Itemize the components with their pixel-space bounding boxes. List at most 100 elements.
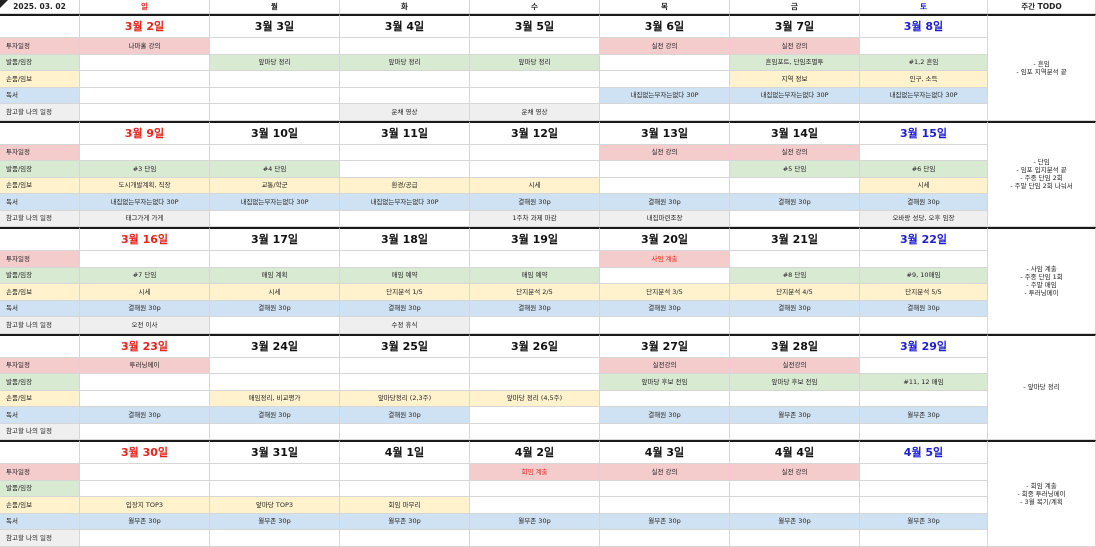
event-cell[interactable]: #5 단임 xyxy=(730,161,860,178)
date-cell[interactable]: 3월 21일 xyxy=(730,227,860,251)
event-cell[interactable]: 앞마당 TOP3 xyxy=(210,497,340,514)
event-cell[interactable]: 결해원 30p xyxy=(860,194,988,211)
event-cell[interactable] xyxy=(340,161,470,178)
event-cell[interactable] xyxy=(340,87,470,104)
event-cell[interactable] xyxy=(470,357,600,374)
event-cell[interactable]: 앞마당 정리 (4,5주) xyxy=(470,390,600,407)
event-cell[interactable]: 사임 계출 xyxy=(600,251,730,268)
event-cell[interactable]: 환경/공급 xyxy=(340,177,470,194)
event-cell[interactable] xyxy=(600,71,730,88)
event-cell[interactable]: #3 단임 xyxy=(80,161,210,178)
event-cell[interactable]: 단지분석 1/5 xyxy=(340,284,470,301)
event-cell[interactable]: 시세 xyxy=(470,177,600,194)
event-cell[interactable]: 결해원 30p xyxy=(860,300,988,317)
event-cell[interactable]: 내집마련조장 xyxy=(600,210,730,227)
date-cell[interactable]: 3월 31일 xyxy=(210,440,340,464)
event-cell[interactable]: #11, 12 매임 xyxy=(860,374,988,391)
event-cell[interactable]: 실전 강의 xyxy=(600,464,730,481)
date-cell[interactable]: 3월 4일 xyxy=(340,14,470,38)
event-cell[interactable] xyxy=(80,251,210,268)
date-cell[interactable]: 3월 5일 xyxy=(470,14,600,38)
weekly-todo[interactable]: - 사임 계출 - 주중 단임 1회 - 주말 매임 - 투러닝메이 xyxy=(988,227,1096,334)
weekly-todo[interactable]: - 단임 - 임포 입지분석 끝 - 주중 단임 2회 - 주말 단임 2회 나… xyxy=(988,120,1096,227)
date-cell[interactable]: 3월 18일 xyxy=(340,227,470,251)
event-cell[interactable]: 오바랑 성당, 오후 임장 xyxy=(860,210,988,227)
event-cell[interactable]: 시세 xyxy=(210,284,340,301)
date-cell[interactable]: 3월 22일 xyxy=(860,227,988,251)
event-cell[interactable] xyxy=(210,423,340,440)
date-row-spacer[interactable] xyxy=(0,120,80,145)
date-cell[interactable]: 3월 6일 xyxy=(600,14,730,38)
date-row-spacer[interactable] xyxy=(0,227,80,251)
date-row-spacer[interactable] xyxy=(0,440,80,464)
date-cell[interactable]: 3월 10일 xyxy=(210,120,340,145)
event-cell[interactable] xyxy=(340,357,470,374)
event-cell[interactable]: 매임 예약 xyxy=(470,267,600,284)
event-cell[interactable]: 회임 마무리 xyxy=(340,497,470,514)
event-cell[interactable] xyxy=(340,38,470,55)
event-cell[interactable] xyxy=(730,423,860,440)
date-cell[interactable]: 3월 8일 xyxy=(860,14,988,38)
event-cell[interactable]: 단지분석 4/5 xyxy=(730,284,860,301)
event-cell[interactable]: #1,2 흔임 xyxy=(860,54,988,71)
date-cell[interactable]: 4월 1일 xyxy=(340,440,470,464)
event-cell[interactable] xyxy=(470,530,600,547)
event-cell[interactable]: 앞마당정리 (2,3주) xyxy=(340,390,470,407)
event-cell[interactable] xyxy=(340,480,470,497)
event-cell[interactable] xyxy=(730,480,860,497)
event-cell[interactable] xyxy=(470,480,600,497)
date-cell[interactable]: 3월 14일 xyxy=(730,120,860,145)
date-cell[interactable]: 3월 19일 xyxy=(470,227,600,251)
event-cell[interactable]: 앞마당 정리 xyxy=(340,54,470,71)
event-cell[interactable] xyxy=(210,317,340,334)
event-cell[interactable]: 지역 정보 xyxy=(730,71,860,88)
event-cell[interactable]: 태그가게 가게 xyxy=(80,210,210,227)
event-cell[interactable]: 운채 영상 xyxy=(340,104,470,121)
event-cell[interactable]: 내집없는부자는없다 30P xyxy=(730,87,860,104)
event-cell[interactable] xyxy=(470,374,600,391)
event-cell[interactable]: 결해원 30p xyxy=(730,194,860,211)
day-header-tue[interactable]: 화 xyxy=(340,0,470,14)
event-cell[interactable]: 실전강의 xyxy=(600,357,730,374)
date-cell[interactable]: 3월 24일 xyxy=(210,333,340,358)
event-cell[interactable] xyxy=(860,357,988,374)
date-row-spacer[interactable] xyxy=(0,14,80,38)
event-cell[interactable] xyxy=(210,464,340,481)
event-cell[interactable]: 실전 강의 xyxy=(600,38,730,55)
event-cell[interactable]: 입장지 TOP3 xyxy=(80,497,210,514)
date-cell[interactable]: 3월 3일 xyxy=(210,14,340,38)
event-cell[interactable] xyxy=(80,464,210,481)
date-cell[interactable]: 3월 11일 xyxy=(340,120,470,145)
event-cell[interactable] xyxy=(470,497,600,514)
event-cell[interactable] xyxy=(860,38,988,55)
event-cell[interactable]: 앞마당 정리 xyxy=(210,54,340,71)
date-cell[interactable]: 4월 4일 xyxy=(730,440,860,464)
date-cell[interactable]: 3월 12일 xyxy=(470,120,600,145)
date-cell[interactable]: 3월 17일 xyxy=(210,227,340,251)
event-cell[interactable]: 시세 xyxy=(860,177,988,194)
date-cell[interactable]: 3월 27일 xyxy=(600,333,730,358)
date-cell[interactable]: 3월 16일 xyxy=(80,227,210,251)
event-cell[interactable]: 내집없는부자는없다 30P xyxy=(340,194,470,211)
day-header-wed[interactable]: 수 xyxy=(470,0,600,14)
event-cell[interactable]: 단지분석 5/5 xyxy=(860,284,988,301)
event-cell[interactable] xyxy=(860,104,988,121)
event-cell[interactable] xyxy=(340,530,470,547)
date-cell[interactable]: 4월 5일 xyxy=(860,440,988,464)
weekly-todo[interactable]: - 흔임 - 임포 지역분석 끝 xyxy=(988,14,1096,121)
date-row-spacer[interactable] xyxy=(0,333,80,358)
day-header-fri[interactable]: 금 xyxy=(730,0,860,14)
event-cell[interactable] xyxy=(210,210,340,227)
event-cell[interactable]: 교통/학군 xyxy=(210,177,340,194)
event-cell[interactable] xyxy=(470,317,600,334)
date-cell[interactable]: 3월 25일 xyxy=(340,333,470,358)
event-cell[interactable]: 앞마당 후보 전임 xyxy=(600,374,730,391)
event-cell[interactable]: 내집없는부자는없다 30P xyxy=(600,87,730,104)
event-cell[interactable]: 결해원 30p xyxy=(340,300,470,317)
event-cell[interactable] xyxy=(340,251,470,268)
day-header-sun[interactable]: 일 xyxy=(80,0,210,14)
event-cell[interactable] xyxy=(730,390,860,407)
event-cell[interactable] xyxy=(470,407,600,424)
event-cell[interactable]: 매임 계획 xyxy=(210,267,340,284)
event-cell[interactable]: 결해원 30p xyxy=(340,407,470,424)
